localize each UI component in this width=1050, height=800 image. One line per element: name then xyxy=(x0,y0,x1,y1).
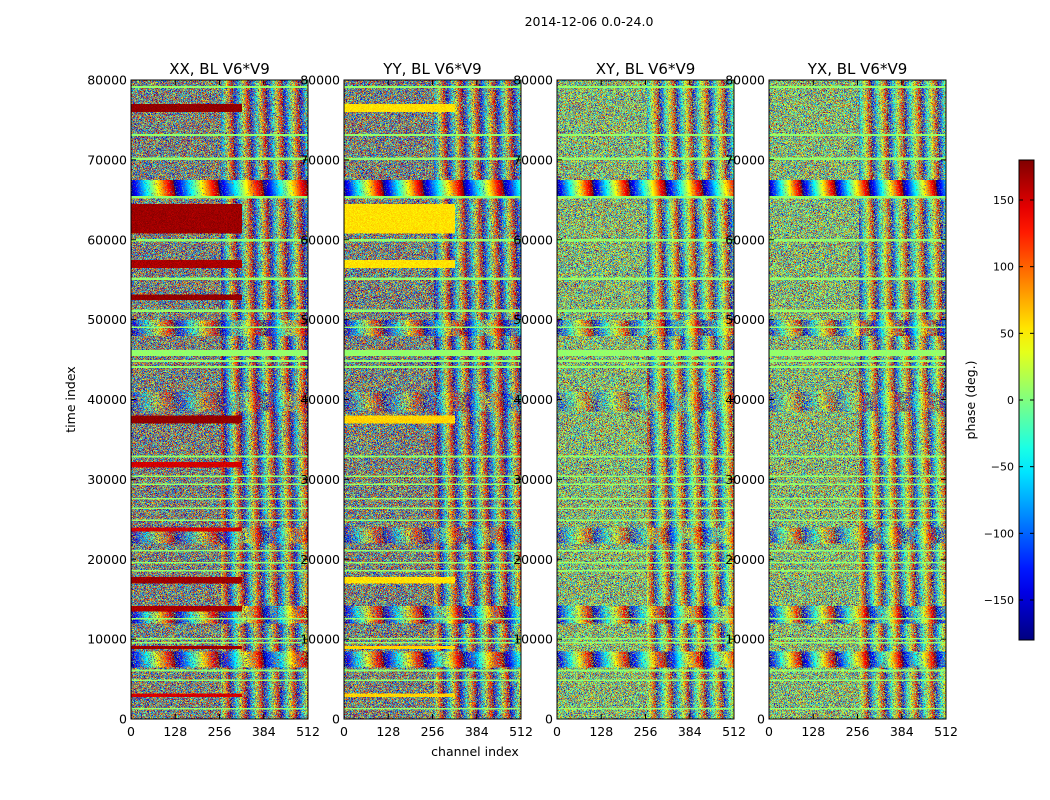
colorbar-tick-label: 0 xyxy=(1007,394,1014,407)
y-tick-label: 10000 xyxy=(300,632,340,647)
y-tick-label: 70000 xyxy=(87,152,127,167)
colorbar-tick-label: 50 xyxy=(1000,327,1014,340)
y-tick-label: 30000 xyxy=(513,472,553,487)
y-tick-label: 70000 xyxy=(725,152,765,167)
x-tick-label: 512 xyxy=(722,724,746,739)
x-tick-label: 384 xyxy=(252,724,276,739)
x-tick-label: 256 xyxy=(846,724,870,739)
x-tick-label: 128 xyxy=(376,724,400,739)
y-tick-label: 0 xyxy=(757,712,765,727)
colorbar-tick-label: 100 xyxy=(993,261,1014,274)
y-tick-label: 70000 xyxy=(513,152,553,167)
panel-2: XY, BL V6*V9 0 128 256 384 512 0 10000 20000 3000… xyxy=(513,60,746,739)
y-tick-label: 60000 xyxy=(300,232,340,247)
y-tick-label: 60000 xyxy=(513,232,553,247)
figure-title: 2014-12-06 0.0-24.0 xyxy=(525,14,654,29)
x-tick-label: 128 xyxy=(801,724,825,739)
x-tick-label: 0 xyxy=(553,724,561,739)
y-tick-label: 80000 xyxy=(513,73,553,88)
y-tick-label: 50000 xyxy=(300,312,340,327)
phase-heatmap-1 xyxy=(344,80,521,719)
x-tick-label: 384 xyxy=(678,724,702,739)
phase-heatmap-3 xyxy=(769,80,946,719)
panel-title-0: XX, BL V6*V9 xyxy=(169,60,270,78)
x-tick-label: 128 xyxy=(589,724,613,739)
x-tick-label: 128 xyxy=(163,724,187,739)
colorbar-label: phase (deg.) xyxy=(963,361,978,440)
y-tick-label: 80000 xyxy=(725,73,765,88)
x-tick-label: 256 xyxy=(634,724,658,739)
panel-title-3: YX, BL V6*V9 xyxy=(807,60,908,78)
x-tick-label: 384 xyxy=(890,724,914,739)
phase-heatmap-0 xyxy=(131,80,308,719)
y-tick-label: 40000 xyxy=(513,392,553,407)
x-tick-label: 0 xyxy=(340,724,348,739)
y-tick-label: 50000 xyxy=(725,312,765,327)
phase-heatmap-2 xyxy=(557,80,734,719)
y-tick-label: 0 xyxy=(119,712,127,727)
y-tick-label: 60000 xyxy=(725,232,765,247)
colorbar: −150 −100 −50 0 50 100 150 phase (deg.) xyxy=(963,159,1035,641)
y-tick-label: 60000 xyxy=(87,232,127,247)
x-tick-label: 512 xyxy=(296,724,320,739)
panel-1: YY, BL V6*V9 0 128 256 384 512 0 10000 20000 3000… xyxy=(300,60,533,759)
panel-title-1: YY, BL V6*V9 xyxy=(382,60,481,78)
y-tick-label: 30000 xyxy=(725,472,765,487)
x-tick-label: 256 xyxy=(421,724,445,739)
x-tick-label: 512 xyxy=(934,724,958,739)
y-tick-label: 80000 xyxy=(300,73,340,88)
y-axis-label: time index xyxy=(63,366,78,432)
x-axis-label: channel index xyxy=(431,744,519,759)
y-tick-label: 40000 xyxy=(725,392,765,407)
y-tick-label: 50000 xyxy=(513,312,553,327)
y-tick-label: 70000 xyxy=(300,152,340,167)
colorbar-tick-label: −100 xyxy=(984,527,1014,540)
y-tick-label: 0 xyxy=(332,712,340,727)
x-tick-label: 0 xyxy=(765,724,773,739)
panel-title-2: XY, BL V6*V9 xyxy=(596,60,696,78)
x-tick-label: 384 xyxy=(465,724,489,739)
y-tick-label: 20000 xyxy=(513,552,553,567)
panels: XX, BL V6*V9 0 128 256 384 512 0 10000 20000 3000… xyxy=(63,60,958,759)
x-tick-label: 256 xyxy=(208,724,232,739)
y-tick-label: 20000 xyxy=(87,552,127,567)
y-tick-label: 40000 xyxy=(87,392,127,407)
y-tick-label: 0 xyxy=(545,712,553,727)
colorbar-tick-label: −150 xyxy=(984,594,1014,607)
y-tick-label: 50000 xyxy=(87,312,127,327)
y-tick-label: 10000 xyxy=(725,632,765,647)
x-tick-label: 512 xyxy=(509,724,533,739)
y-tick-label: 30000 xyxy=(87,472,127,487)
colorbar-tick-label: −50 xyxy=(991,461,1014,474)
y-tick-label: 30000 xyxy=(300,472,340,487)
panel-0: XX, BL V6*V9 0 128 256 384 512 0 10000 20000 3000… xyxy=(63,60,320,739)
panel-3: YX, BL V6*V9 0 128 256 384 512 0 10000 20000 3000… xyxy=(725,60,958,739)
colorbar-tick-label: 150 xyxy=(993,194,1014,207)
y-tick-label: 10000 xyxy=(87,632,127,647)
y-tick-label: 40000 xyxy=(300,392,340,407)
y-tick-label: 80000 xyxy=(87,73,127,88)
y-tick-label: 10000 xyxy=(513,632,553,647)
y-tick-label: 20000 xyxy=(300,552,340,567)
y-tick-label: 20000 xyxy=(725,552,765,567)
x-tick-label: 0 xyxy=(127,724,135,739)
